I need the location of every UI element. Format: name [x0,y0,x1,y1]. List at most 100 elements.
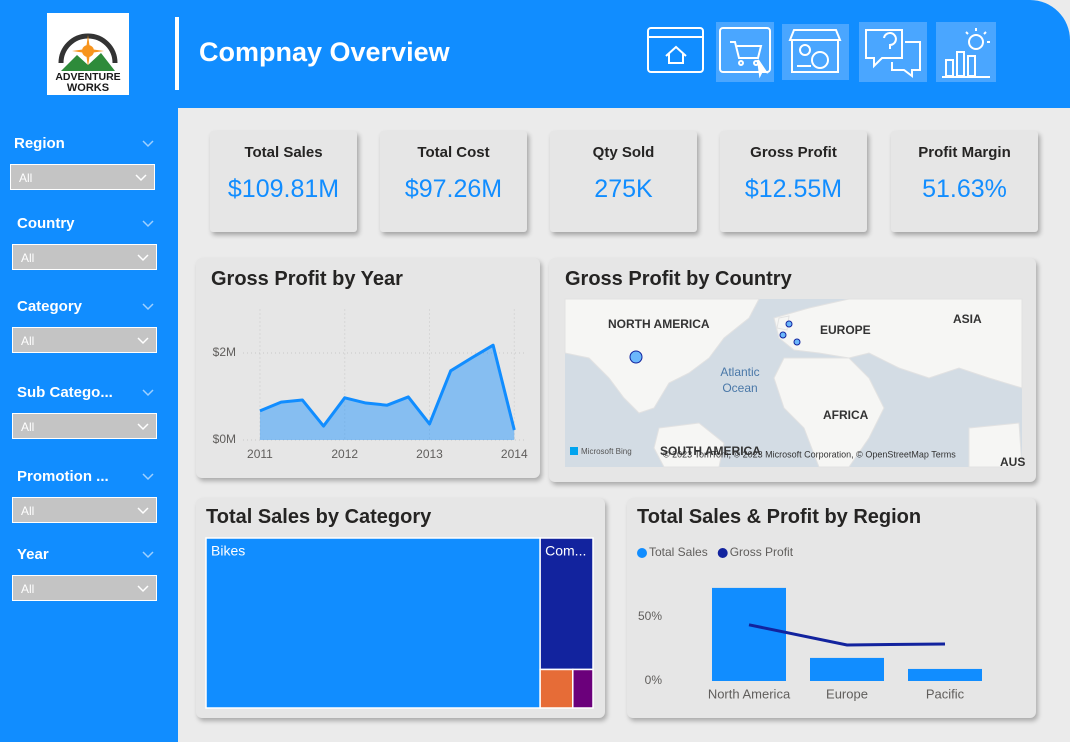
treemap-tile [205,537,541,709]
dropdown-value: All [21,334,35,348]
treemap-panel: Total Sales by Category Bikes Com... [196,498,605,718]
filter-toggle[interactable] [141,302,155,312]
y-tick-label: 50% [638,609,662,623]
filter-label: Country [17,215,75,232]
treemap-tile [572,668,594,709]
legend-marker [637,548,647,558]
bar [712,587,786,681]
cart-button[interactable] [716,22,774,82]
chevron [142,473,154,481]
dropdown[interactable]: All [12,244,157,270]
filter-pane: Region All Country All Category All Sub Catego… [0,108,178,742]
chart: 0% 50% North America Europe Pacific Total Sal… [637,545,982,701]
chart-title: Gross Profit by Country [565,268,792,290]
continent-label: NORTH AMERICA [608,317,710,331]
nav-icons [647,22,996,82]
area [259,345,515,440]
bar [810,657,884,681]
kpi-label: Qty Sold [592,144,655,161]
chevron [142,303,154,311]
dropdown[interactable]: All [12,575,157,601]
dropdown-value: All [21,251,35,265]
kpi-label: Profit Margin [918,144,1011,161]
home-button[interactable] [647,27,704,73]
bing-logo [570,447,578,455]
bubble [779,331,787,339]
kpi-label: Gross Profit [750,144,837,161]
kpi-card: Gross Profit $12.55M [720,131,867,232]
chevron [142,220,154,228]
continent-label: EUROPE [820,323,871,337]
y-tick-label: $0M [213,432,236,446]
filter-toggle[interactable] [141,550,155,560]
dropdown-arrow [137,254,149,262]
logo-rays [72,35,104,67]
continent-label: AFRICA [823,408,869,422]
tile-label: Bikes [211,543,245,559]
kpi-card: Qty Sold 275K [550,131,697,232]
continent-label: ASIA [953,312,982,326]
logo-mountains [61,53,115,71]
chevron [137,585,149,593]
logo-text: ADVENTURE [55,71,120,83]
y-tick-label: $2M [213,345,236,359]
line-panel: Gross Profit by Year 2011 2012 2013 2014 $0M… [196,258,540,478]
chevron [137,507,149,515]
treemap-tile [539,668,574,709]
map-panel: Gross Profit by Country NORTH AMERICA EUR… [549,258,1036,482]
map-attribution: © 2023 TomTom, © 2023 Microsoft Corporat… [663,449,956,459]
chevron [137,423,149,431]
y-tick-label: 0% [645,673,663,687]
dropdown[interactable]: All [10,164,155,190]
line [259,343,516,431]
kpi-label: Total Sales [244,144,323,161]
chevron [142,140,154,148]
dropdown[interactable]: All [12,413,157,439]
land [773,357,885,468]
x-tick-label: 2013 [416,447,443,461]
kpi-value: $109.81M [227,175,340,203]
chart-title: Total Sales by Category [206,506,432,528]
legend-label: Total Sales [649,545,708,559]
map-provider: Microsoft Bing [581,447,632,456]
x-tick-label: Europe [826,686,868,701]
help-button[interactable] [859,22,927,82]
filter-toggle[interactable] [141,219,155,229]
filter-label: Sub Catego... [17,384,113,401]
logo-text: WORKS [67,82,109,94]
chart-title: Total Sales & Profit by Region [637,506,922,528]
filter-label: Region [14,135,65,152]
logo-graphic: ADVENTURE WORKS [55,33,121,94]
chart: Bikes Com... [205,537,594,709]
kpi-card: Total Sales $109.81M [210,131,357,232]
filter-label: Category [17,298,83,315]
chart-title: Gross Profit by Year [211,268,403,290]
legend-marker [717,548,728,558]
store-button[interactable] [782,24,849,80]
dropdown-value: All [21,504,35,518]
kpi-value: $97.26M [404,175,503,203]
land [776,315,790,331]
ocean-label: Ocean [722,381,757,395]
x-tick-label: 2012 [331,447,358,461]
bar [908,668,982,681]
filter-label: Year [17,546,49,563]
filter-toggle[interactable] [141,139,155,149]
treemap-tile [539,537,594,671]
land [968,422,1023,468]
divider [175,17,179,90]
filter-toggle[interactable] [141,472,155,482]
ocean-label: Atlantic [720,365,759,379]
kpi-value: $12.55M [744,175,843,203]
dropdown-arrow [137,337,149,345]
kpi-card: Profit Margin 51.63% [891,131,1038,232]
kpi-value: 51.63% [922,175,1007,203]
continent-label: AUS [1000,455,1025,469]
dropdown[interactable]: All [12,327,157,353]
dropdown[interactable]: All [12,497,157,523]
page-title: Compnay Overview [199,37,450,67]
chevron [142,389,154,397]
filter-toggle[interactable] [141,388,155,398]
insights-button[interactable] [936,22,996,82]
